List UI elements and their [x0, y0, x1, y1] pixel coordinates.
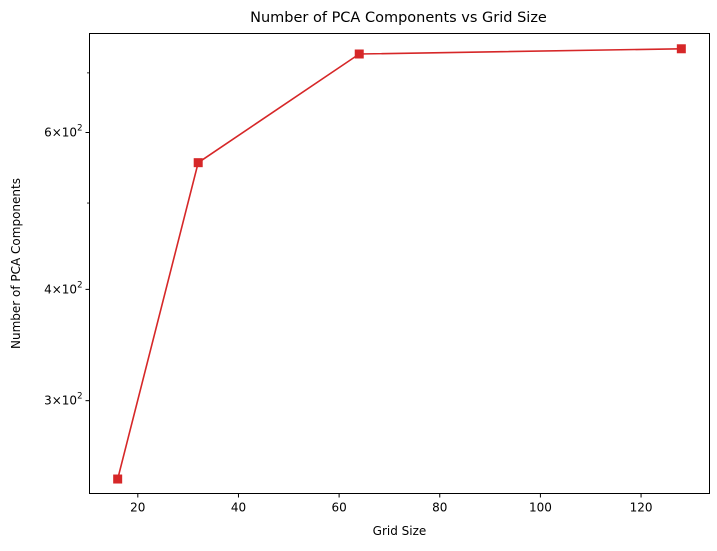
x-tick-label: 100	[529, 501, 552, 515]
x-axis-label: Grid Size	[373, 524, 427, 538]
y-axis-label: Number of PCA Components	[9, 178, 23, 349]
y-tick-label: 6×102	[44, 124, 82, 140]
x-tick-label: 40	[231, 501, 246, 515]
chart-title: Number of PCA Components vs Grid Size	[250, 10, 547, 26]
y-tick-label: 3×102	[44, 392, 82, 408]
series-line	[116, 47, 682, 480]
data-point	[676, 44, 686, 54]
plot-frame	[89, 33, 710, 494]
x-tick-label: 120	[630, 501, 653, 515]
data-point	[354, 49, 364, 59]
x-tick-label: 20	[130, 501, 145, 515]
series-layer	[113, 44, 686, 484]
axis-ticks: 20 40 60 80 100 120 3×102 4×102 6×102	[44, 72, 653, 515]
x-tick-label: 60	[331, 501, 346, 515]
y-tick-label: 4×102	[44, 280, 82, 296]
x-tick-label: 80	[432, 501, 447, 515]
data-point	[113, 474, 123, 484]
data-point	[193, 158, 203, 168]
